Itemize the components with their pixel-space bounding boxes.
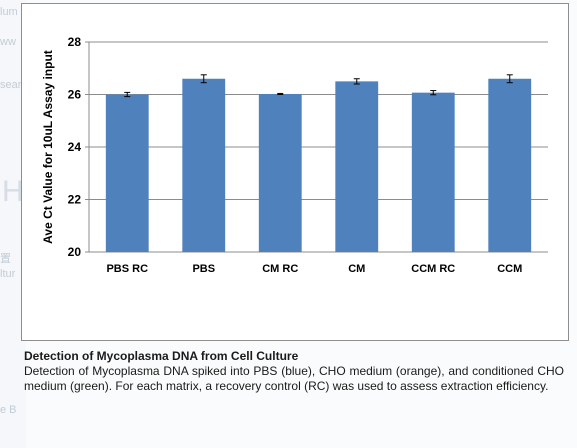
bar <box>488 78 532 252</box>
bar <box>105 94 149 252</box>
bar <box>258 93 302 252</box>
background-text-fragment: ltur <box>0 268 16 280</box>
x-tick-label: CCM <box>497 263 522 275</box>
bar-chart: 20 22 24 26 28 PBS RC PBS CM RC CM CCM RC CCM Ave C… <box>41 35 548 275</box>
background-text-fragment: ww <box>0 36 16 48</box>
chart-frame: 20 22 24 26 28 PBS RC PBS CM RC CM CCM RC CCM Ave C… <box>21 3 569 341</box>
x-tick-label: CM <box>348 263 365 275</box>
x-tick-label: PBS RC <box>106 263 148 275</box>
figure-caption: Detection of Mycoplasma DNA from Cell Cu… <box>24 349 564 394</box>
y-tick-label: 26 <box>68 88 82 102</box>
y-tick-label: 28 <box>68 35 82 49</box>
background-text-fragment: 置 <box>0 253 11 265</box>
x-tick-label: CCM RC <box>411 263 455 275</box>
background-text-fragment: sear <box>0 79 22 91</box>
caption-body: Detection of Mycoplasma DNA spiked into … <box>24 364 564 393</box>
y-axis-label: Ave Ct Value for 10uL Assay input <box>41 50 55 244</box>
y-tick-label: 22 <box>68 193 82 207</box>
caption-title: Detection of Mycoplasma DNA from Cell Cu… <box>24 349 299 363</box>
y-tick-label: 24 <box>68 140 82 154</box>
y-tick-label: 20 <box>68 245 82 259</box>
x-tick-label: CM RC <box>262 263 298 275</box>
background-text-fragment: e B <box>0 404 17 416</box>
background-text-fragment: lum <box>0 6 18 18</box>
x-tick-label: PBS <box>192 263 215 275</box>
background-text-fragment: H <box>2 175 24 208</box>
bar <box>411 92 455 252</box>
bar <box>182 78 226 252</box>
bar <box>335 81 379 252</box>
